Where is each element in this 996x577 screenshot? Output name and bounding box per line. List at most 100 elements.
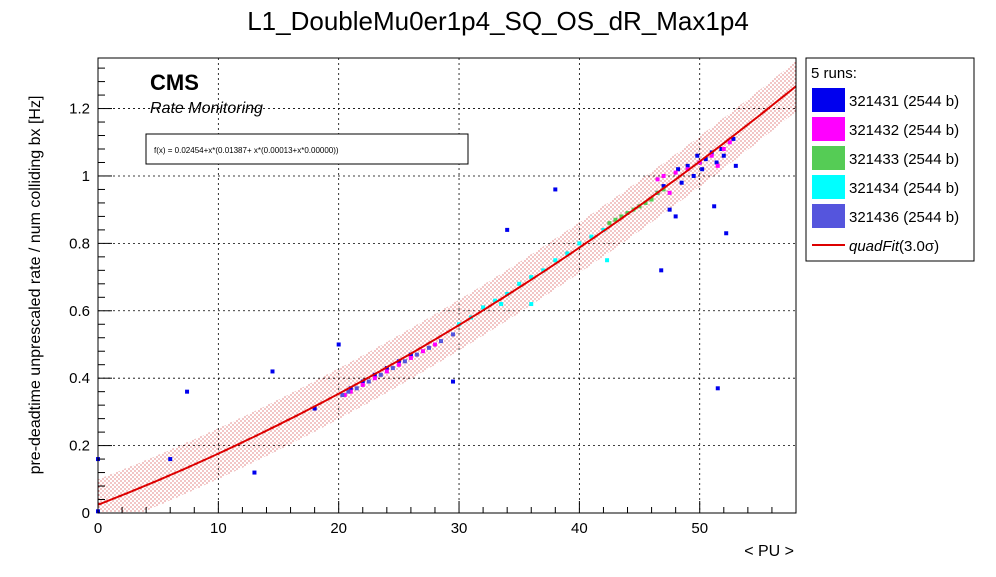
data-point (643, 200, 648, 205)
data-point (481, 305, 486, 310)
data-point (420, 349, 425, 354)
data-point (354, 386, 359, 391)
data-point (721, 153, 726, 158)
data-point (505, 291, 510, 296)
data-point (676, 167, 681, 172)
data-point (451, 379, 456, 384)
chart-title: L1_DoubleMu0er1p4_SQ_OS_dR_Max1p4 (247, 6, 749, 36)
data-point (402, 359, 407, 364)
y-tick-label: 0.8 (69, 235, 90, 252)
x-tick-label: 20 (330, 520, 347, 537)
data-point (342, 393, 347, 398)
data-point (553, 258, 558, 263)
data-point (346, 389, 351, 394)
y-tick-label: 1.2 (69, 101, 90, 118)
data-point (733, 163, 738, 168)
data-point (731, 136, 736, 141)
data-point (691, 173, 696, 178)
data-point (685, 163, 690, 168)
data-point (408, 355, 413, 360)
y-tick-label: 0.4 (69, 370, 90, 387)
data-point (673, 170, 678, 175)
legend-items: 321431 (2544 b) 321432 (2544 b) 321433 (25… (812, 88, 959, 255)
data-point (661, 187, 666, 192)
data-point (414, 352, 419, 357)
data-point (649, 197, 654, 202)
data-point (553, 187, 558, 192)
data-point (378, 372, 383, 377)
legend-swatch (812, 204, 845, 228)
data-point (396, 362, 401, 367)
data-point (695, 153, 700, 158)
fit-formula: f(x) = 0.02454+x*(0.01387+ x*(0.00013+x*… (154, 146, 339, 155)
fit-line (97, 85, 797, 506)
data-point (613, 217, 618, 222)
data-point (360, 382, 365, 387)
data-point (700, 167, 705, 172)
x-ticks: 0 10 20 30 40 50 (94, 501, 773, 537)
y-ticks: 0 0.2 0.4 0.6 0.8 1 1.2 (69, 67, 112, 522)
data-point (619, 214, 624, 219)
y-tick-label: 0.2 (69, 438, 90, 455)
data-point (348, 389, 353, 394)
data-point (577, 241, 582, 246)
legend-swatch (812, 175, 845, 199)
legend-label: 321431 (2544 b) (849, 93, 959, 110)
data-point (505, 227, 510, 232)
y-tick-label: 0 (82, 505, 90, 522)
legend-label: 321433 (2544 b) (849, 151, 959, 168)
data-point (529, 275, 534, 280)
data-point (712, 204, 717, 209)
data-point (607, 221, 612, 226)
data-point (715, 163, 720, 168)
data-point (541, 268, 546, 273)
fit-formula-box (145, 133, 469, 165)
x-tick-label: 10 (210, 520, 227, 537)
x-tick-label: 50 (691, 520, 708, 537)
legend-swatch (812, 88, 845, 112)
legend-header: 5 runs: (811, 65, 857, 82)
data-point (724, 231, 729, 236)
legend-swatch (812, 146, 845, 170)
data-point (312, 406, 317, 411)
data-point (659, 268, 664, 273)
data-point (384, 369, 389, 374)
legend-fit-label: quadFit(3.0σ) (849, 238, 939, 255)
data-point (667, 207, 672, 212)
cms-sublabel: Rate Monitoring (150, 100, 263, 117)
legend-label: 321434 (2544 b) (849, 180, 959, 197)
data-point (715, 386, 720, 391)
cms-label: CMS (150, 70, 199, 95)
data-point (517, 281, 522, 286)
data-point (529, 302, 534, 307)
data-point (493, 298, 498, 303)
data-point (719, 147, 724, 151)
data-point (685, 167, 690, 172)
data-point (390, 366, 395, 371)
data-point (372, 376, 377, 381)
data-point (185, 389, 190, 394)
legend-fit-name: quadFit (849, 238, 900, 255)
data-point (252, 470, 257, 475)
data-point (499, 302, 504, 307)
fit-band (98, 60, 796, 514)
x-tick-label: 40 (571, 520, 588, 537)
data-point (661, 173, 666, 178)
data-point (366, 379, 371, 384)
data-point (270, 369, 275, 374)
y-axis-label: pre-deadtime unprescaled rate / num coll… (27, 96, 44, 475)
x-tick-label: 30 (451, 520, 468, 537)
legend-label: 321436 (2544 b) (849, 209, 959, 226)
x-axis-label: < PU > (744, 543, 794, 560)
data-point (451, 332, 456, 337)
data-point (714, 160, 719, 165)
data-point (168, 457, 173, 462)
data-point (667, 190, 672, 195)
legend-label: 321432 (2544 b) (849, 122, 959, 139)
data-point (336, 342, 341, 347)
x-tick-label: 0 (94, 520, 102, 537)
data-point (589, 234, 594, 239)
legend: 5 runs: 321431 (2544 b)321432 (2544 b)32… (805, 57, 975, 262)
data-point (432, 342, 437, 347)
